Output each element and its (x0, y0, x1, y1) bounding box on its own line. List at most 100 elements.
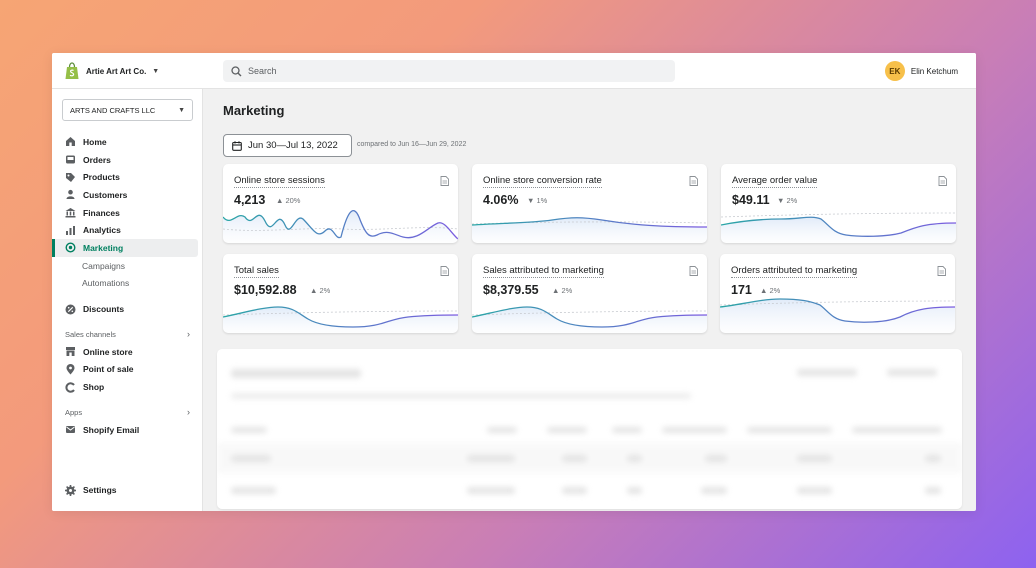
discount-icon (65, 304, 76, 315)
main-content: Marketing Jun 30—Jul 13, 2022 compared t… (203, 89, 976, 511)
target-icon (65, 242, 76, 253)
shopify-bag-icon (65, 62, 79, 79)
sidebar-item-label: Online store (83, 346, 133, 357)
sidebar-item-campaigns[interactable]: Campaigns (52, 257, 203, 275)
document-icon[interactable] (689, 266, 698, 276)
section-label: Apps (65, 407, 83, 417)
section-label: Sales channels (65, 329, 116, 339)
delta-value: 20% (285, 196, 301, 205)
card-title[interactable]: Online store conversion rate (483, 175, 602, 188)
settings-section: Settings (52, 481, 203, 499)
page-title: Marketing (223, 103, 285, 118)
sidebar-item-automations[interactable]: Automations (52, 275, 203, 293)
app-window: Artie Art Art Co. ▼ EK Elin Ketchum ARTS… (52, 53, 976, 511)
card-title[interactable]: Online store sessions (234, 175, 325, 188)
down-arrow-icon: ▼ (777, 196, 785, 205)
sidebar-item-label: Settings (83, 485, 117, 496)
metric-card-total-sales[interactable]: Total sales $10,592.88 ▲ 2% (223, 254, 458, 333)
card-delta: ▲ 20% (276, 196, 300, 205)
sparkline-chart (472, 217, 707, 243)
metric-card-average-order-value[interactable]: Average order value $49.11 ▼ 2% (721, 164, 956, 243)
card-delta: ▲ 2% (552, 286, 572, 295)
apps-section[interactable]: Apps › (52, 404, 203, 421)
metric-card-conversion-rate[interactable]: Online store conversion rate 4.06% ▼ 1% (472, 164, 707, 243)
sidebar-item-discounts[interactable]: Discounts (52, 300, 203, 318)
sidebar-item-home[interactable]: Home (52, 133, 203, 151)
chevron-down-icon: ▼ (152, 67, 160, 75)
orders-icon (65, 154, 76, 165)
sidebar-nav: Home Orders Products Customers (52, 133, 203, 439)
sidebar-item-label: Analytics (83, 225, 121, 236)
user-menu[interactable]: EK Elin Ketchum (884, 61, 958, 81)
metric-card-orders-attributed[interactable]: Orders attributed to marketing 171 ▲ 2% (720, 254, 955, 333)
sidebar-item-settings[interactable]: Settings (52, 481, 203, 499)
sidebar-item-label: Finances (83, 207, 120, 218)
card-title[interactable]: Sales attributed to marketing (483, 265, 604, 278)
sidebar-item-label: Shop (83, 382, 105, 393)
sales-channels-section[interactable]: Sales channels › (52, 326, 203, 343)
sidebar-item-label: Customers (83, 189, 128, 200)
blurred-channel-performance-panel (217, 349, 962, 509)
sidebar-item-point-of-sale[interactable]: Point of sale (52, 361, 203, 379)
card-value: 4,213 (234, 193, 266, 207)
card-value: $10,592.88 (234, 283, 297, 297)
shop-icon (65, 381, 76, 393)
card-value: $8,379.55 (483, 283, 539, 297)
card-value: $49.11 (732, 193, 770, 207)
compare-text: compared to Jun 16—Jun 29, 2022 (357, 141, 467, 148)
up-arrow-icon: ▲ (310, 286, 318, 295)
sidebar-item-marketing[interactable]: Marketing (52, 239, 198, 257)
sidebar-item-shopify-email[interactable]: Shopify Email (52, 421, 203, 439)
metric-card-online-store-sessions[interactable]: Online store sessions 4,213 ▲ 20% (223, 164, 458, 243)
up-arrow-icon: ▲ (760, 286, 768, 295)
sparkline-chart (223, 306, 458, 333)
metric-card-sales-attributed[interactable]: Sales attributed to marketing $8,379.55 … (472, 254, 707, 333)
document-icon[interactable] (937, 266, 946, 276)
sidebar-item-finances[interactable]: Finances (52, 204, 203, 222)
sidebar-item-customers[interactable]: Customers (52, 186, 203, 204)
sidebar-item-label: Products (83, 172, 120, 183)
card-delta: ▲ 2% (310, 286, 330, 295)
sidebar-item-analytics[interactable]: Analytics (52, 221, 203, 239)
top-bar: Artie Art Art Co. ▼ EK Elin Ketchum (52, 53, 976, 89)
delta-value: 2% (769, 286, 781, 295)
delta-value: 1% (536, 196, 548, 205)
sidebar-item-label: Point of sale (83, 364, 134, 375)
sidebar-item-shop[interactable]: Shop (52, 378, 203, 396)
card-value: 4.06% (483, 193, 519, 207)
sidebar-item-orders[interactable]: Orders (52, 151, 203, 169)
spacer (52, 318, 203, 326)
tag-icon (65, 172, 76, 183)
card-delta: ▲ 2% (760, 286, 780, 295)
card-title[interactable]: Average order value (732, 175, 818, 188)
document-icon[interactable] (440, 266, 449, 276)
pin-icon (65, 363, 76, 375)
card-title[interactable]: Orders attributed to marketing (731, 265, 858, 278)
sidebar-item-label: Marketing (83, 242, 124, 253)
search-icon (231, 65, 242, 76)
document-icon[interactable] (689, 176, 698, 186)
store-name: Artie Art Art Co. (86, 66, 147, 76)
sidebar: ARTS AND CRAFTS LLC ▼ Home Orders Pro (52, 89, 203, 511)
document-icon[interactable] (440, 176, 449, 186)
blurred-content (217, 349, 962, 509)
search-bar[interactable] (223, 60, 675, 82)
card-title[interactable]: Total sales (234, 265, 279, 278)
bar-chart-icon (65, 225, 76, 236)
calendar-icon (232, 140, 242, 151)
bank-icon (65, 207, 76, 218)
store-switcher[interactable]: Artie Art Art Co. ▼ (64, 62, 159, 80)
document-icon[interactable] (938, 176, 947, 186)
org-selector[interactable]: ARTS AND CRAFTS LLC ▼ (62, 99, 193, 121)
org-name: ARTS AND CRAFTS LLC (70, 105, 156, 115)
date-range-button[interactable]: Jun 30—Jul 13, 2022 (223, 134, 352, 157)
up-arrow-icon: ▲ (552, 286, 560, 295)
chevron-down-icon: ▼ (178, 106, 185, 114)
card-delta: ▼ 1% (527, 196, 547, 205)
sidebar-item-products[interactable]: Products (52, 168, 203, 186)
delta-value: 2% (786, 196, 798, 205)
spacer (52, 292, 203, 300)
search-input[interactable] (248, 66, 648, 76)
sidebar-item-online-store[interactable]: Online store (52, 343, 203, 361)
sidebar-item-label: Home (83, 136, 107, 147)
